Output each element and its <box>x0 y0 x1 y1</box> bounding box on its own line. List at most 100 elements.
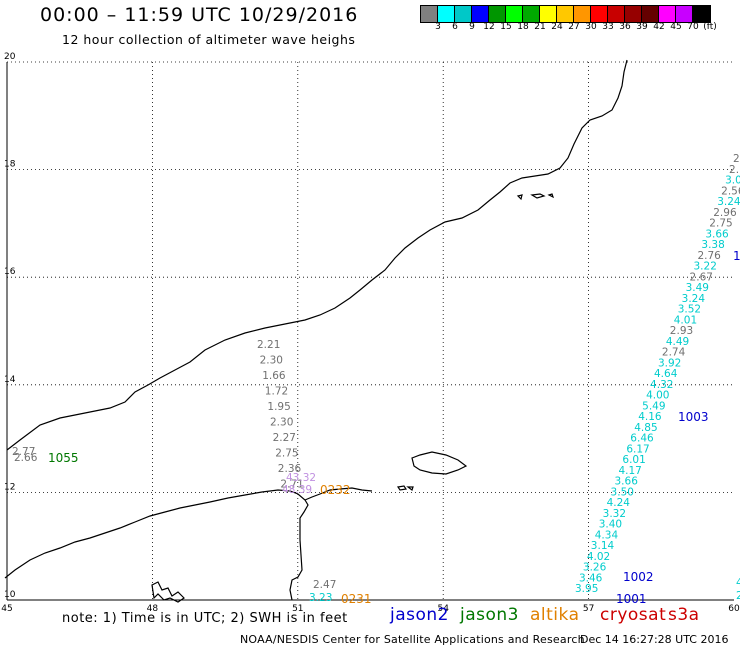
swh-value: 3.40 <box>599 519 622 531</box>
island-small-2 <box>406 486 414 491</box>
track-values: 2.212.301.661.721.952.302.272.752.362.71… <box>12 153 740 606</box>
island-kuria-1 <box>516 194 523 201</box>
legend-label: 12 <box>483 22 495 32</box>
swh-value: 3.66 <box>705 228 729 240</box>
credit-footer: NOAA/NESDIS Center for Satellite Applica… <box>240 633 585 646</box>
legend-label: 33 <box>602 22 614 32</box>
y-tick-label: 18 <box>4 160 16 170</box>
legend-swatch <box>455 6 472 22</box>
sat-jason3: jason3 <box>460 605 519 625</box>
swh-value: 2.21 <box>257 339 280 351</box>
track-id: 1002 <box>623 570 654 584</box>
swh-value: 3.49 <box>686 282 709 294</box>
x-tick-label: 51 <box>292 604 303 614</box>
sat-cryosat: cryosat <box>600 605 667 625</box>
legend-swatch <box>608 6 625 22</box>
swh-value: 4.00 <box>646 390 669 402</box>
legend-swatch <box>693 6 710 22</box>
swh-value: 3.14 <box>591 540 615 552</box>
legend-swatch <box>591 6 608 22</box>
island-socotra <box>411 451 468 475</box>
swh-value: 2.76 <box>697 250 721 262</box>
swh-value: 3.22 <box>694 261 717 273</box>
island-small-1 <box>396 485 408 491</box>
y-tick-label: 14 <box>4 375 16 385</box>
swh-value: 4.85 <box>634 422 657 434</box>
coastline-somalia <box>4 489 309 601</box>
swh-value: 4.64 <box>654 368 678 380</box>
swh-value: 2.77 <box>12 446 35 458</box>
legend-swatch <box>523 6 540 22</box>
swh-value: 2.75 <box>709 218 732 230</box>
swh-value: 4.01 <box>674 314 697 326</box>
legend-label: (ft) <box>703 22 717 32</box>
island-kuria-2 <box>530 193 546 199</box>
legend-swatch <box>421 6 438 22</box>
legend-label: 36 <box>619 22 631 32</box>
island-kuria-3 <box>547 193 555 199</box>
sat-s3a: s3a <box>668 605 700 625</box>
legend-label: 6 <box>452 22 458 32</box>
y-tick-label: 12 <box>4 482 15 492</box>
legend-swatch <box>540 6 557 22</box>
swh-value: 4.17 <box>618 465 641 477</box>
legend-swatch <box>506 6 523 22</box>
swh-value: 1.72 <box>265 386 288 398</box>
map-subtitle: 12 hour collection of altimeter wave hei… <box>62 32 356 47</box>
legend-swatch <box>472 6 489 22</box>
x-tick-label: 60 <box>728 604 740 614</box>
map-grid <box>6 61 734 601</box>
swh-value: 3.26 <box>583 562 607 574</box>
swh-value: 2.93 <box>670 325 693 337</box>
swh-value: 2.27 <box>273 432 296 444</box>
legend-swatch <box>642 6 659 22</box>
lake-shapes <box>151 581 185 603</box>
swh-value: 3.23 <box>309 592 332 604</box>
map-title: 00:00 – 11:59 UTC 10/29/2016 <box>40 4 359 26</box>
swh-value: 2.96 <box>713 207 737 219</box>
legend-swatch <box>676 6 693 22</box>
swh-value: 4 <box>736 577 740 589</box>
swh-value: 2.75 <box>275 448 298 460</box>
swh-value: 3.38 <box>701 239 724 251</box>
y-tick-label: 10 <box>4 590 16 600</box>
sat-altika: altika <box>530 605 580 625</box>
legend-label: 27 <box>568 22 580 32</box>
legend-label: 18 <box>517 22 529 32</box>
swh-value: 4.32 <box>650 379 673 391</box>
track-id: 1055 <box>48 451 79 465</box>
swh-value: 4.34 <box>595 529 619 541</box>
swh-value: 2.30 <box>270 417 293 429</box>
legend-label: 3 <box>435 22 441 32</box>
x-tick-label: 45 <box>1 604 12 614</box>
x-tick-label: 48 <box>147 604 159 614</box>
legend-swatch <box>574 6 591 22</box>
legend-label: 39 <box>636 22 648 32</box>
swh-value: 3.50 <box>611 486 634 498</box>
swh-value: 2.71 <box>280 479 303 491</box>
legend-swatch <box>489 6 506 22</box>
legend-label: 9 <box>469 22 475 32</box>
swh-value: 2.30 <box>260 355 283 367</box>
track-id: 0232 <box>320 483 351 497</box>
swh-value: 6.17 <box>626 443 649 455</box>
swh-value: 2.47 <box>313 579 336 591</box>
swh-value: 6.01 <box>622 454 645 466</box>
swh-value: 2.66 <box>14 452 38 464</box>
swh-value: 3.95 <box>575 583 598 595</box>
legend-label: 45 <box>670 22 682 32</box>
legend-swatch <box>625 6 642 22</box>
swh-value: 3.24 <box>682 293 706 305</box>
legend-label: 42 <box>653 22 665 32</box>
swh-value: 1.95 <box>267 401 290 413</box>
swh-value: 4.16 <box>638 411 662 423</box>
legend-label: 21 <box>534 22 546 32</box>
color-legend <box>420 5 711 23</box>
swh-value: 2 <box>736 590 740 602</box>
swh-value: 5.49 <box>642 400 665 412</box>
coastline-arabia <box>6 59 628 451</box>
swh-value: 48.39 <box>282 484 312 496</box>
track-id: 1001 <box>616 592 647 606</box>
legend-swatch <box>438 6 455 22</box>
